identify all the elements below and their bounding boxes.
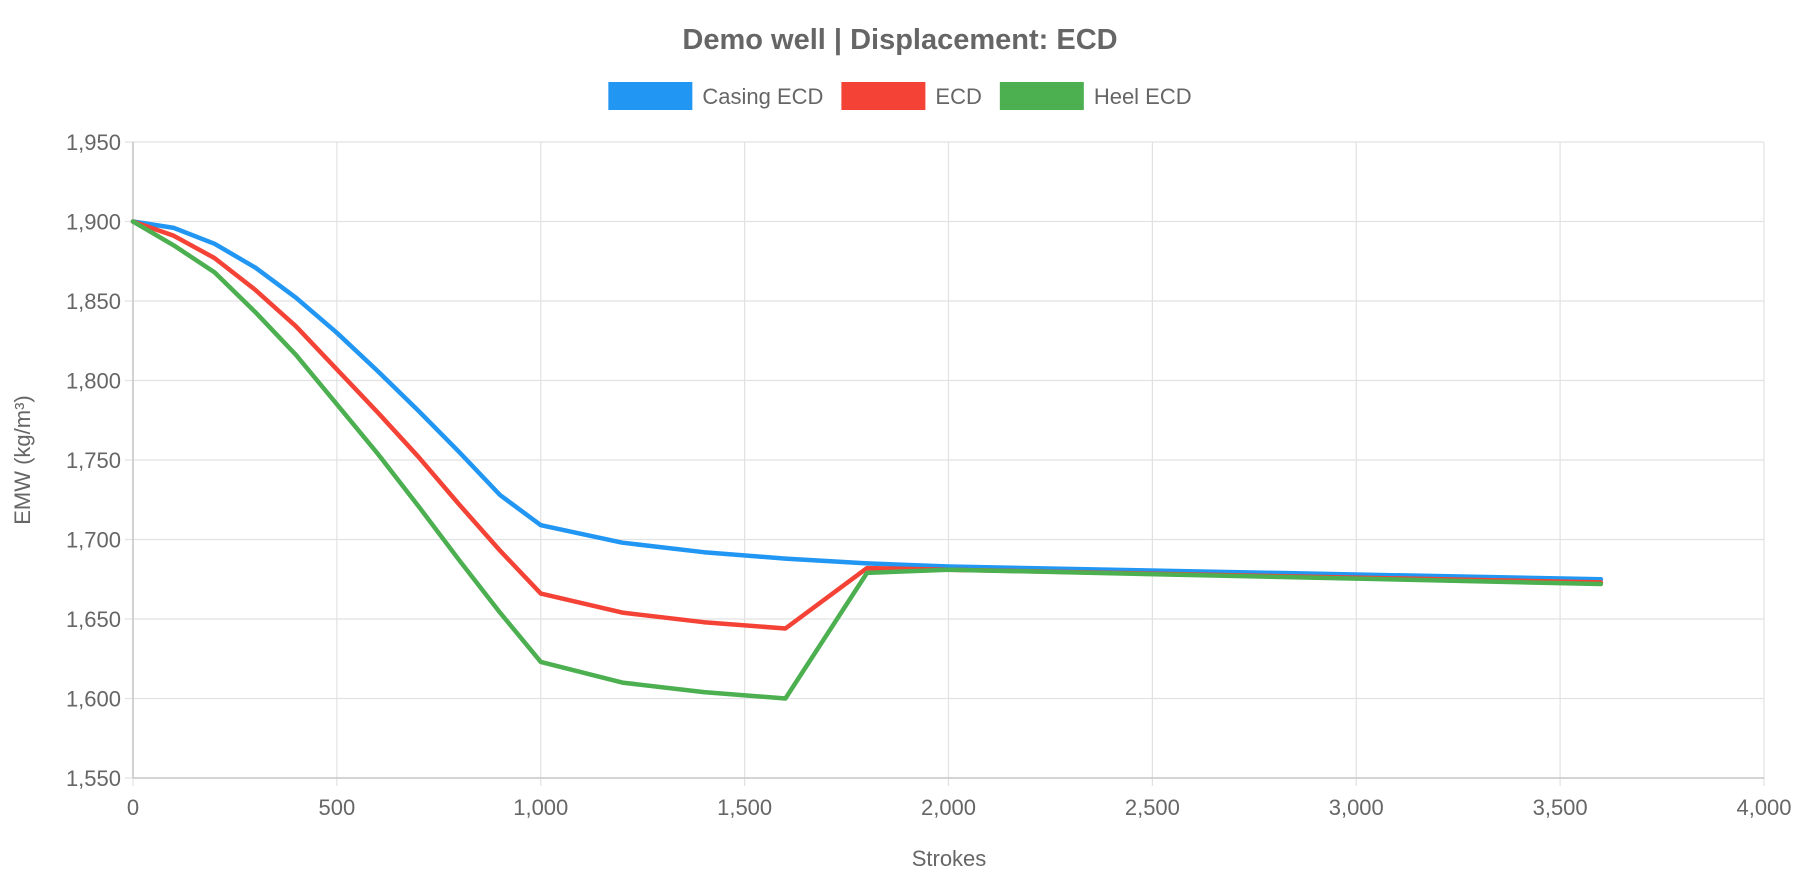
series-line-heel-ecd — [130, 219, 1604, 701]
series-layer — [130, 219, 1604, 701]
legend[interactable]: Casing ECD ECD Heel ECD — [608, 82, 1192, 110]
legend-item-ecd[interactable]: ECD — [841, 82, 982, 110]
legend-swatch-casing-ecd — [608, 82, 693, 110]
y-tick-label: 1,750 — [66, 448, 121, 473]
legend-label-ecd: ECD — [935, 84, 981, 109]
axes-layer: 0 500 1,000 1,500 2,000 2,500 3,000 3,500 4,000 1… — [66, 130, 1792, 820]
legend-label-heel-ecd: Heel ECD — [1094, 84, 1192, 109]
legend-swatch-heel-ecd — [999, 82, 1084, 110]
legend-item-heel-ecd[interactable]: Heel ECD — [999, 82, 1192, 110]
y-tick-label: 1,950 — [66, 130, 121, 155]
y-tick-label: 1,850 — [66, 289, 121, 314]
x-tick-label: 2,000 — [921, 795, 976, 820]
chart-title: Demo well | Displacement: ECD — [682, 24, 1117, 56]
x-tick-label: 3,500 — [1533, 795, 1588, 820]
grid-layer — [125, 141, 1765, 786]
y-tick-label: 1,550 — [66, 766, 121, 791]
y-tick-label: 1,700 — [66, 528, 121, 553]
legend-swatch-ecd — [841, 82, 926, 110]
x-tick-label: 500 — [319, 795, 356, 820]
y-tick-label: 1,650 — [66, 607, 121, 632]
x-axis-title: Strokes — [912, 846, 987, 871]
x-tick-label: 2,500 — [1125, 795, 1180, 820]
series-line-ecd — [130, 219, 1604, 631]
x-tick-label: 4,000 — [1736, 795, 1791, 820]
x-tick-label: 0 — [127, 795, 139, 820]
y-tick-label: 1,800 — [66, 369, 121, 394]
x-tick-label: 1,000 — [513, 795, 568, 820]
x-tick-label: 3,000 — [1329, 795, 1384, 820]
legend-item-casing-ecd[interactable]: Casing ECD — [608, 82, 823, 110]
y-tick-label: 1,600 — [66, 687, 121, 712]
legend-label-casing-ecd: Casing ECD — [702, 84, 823, 109]
series-line-casing-ecd — [130, 219, 1604, 582]
y-tick-label: 1,900 — [66, 210, 121, 235]
y-axis-title: EMW (kg/m³) — [10, 395, 35, 525]
x-tick-label: 1,500 — [717, 795, 772, 820]
